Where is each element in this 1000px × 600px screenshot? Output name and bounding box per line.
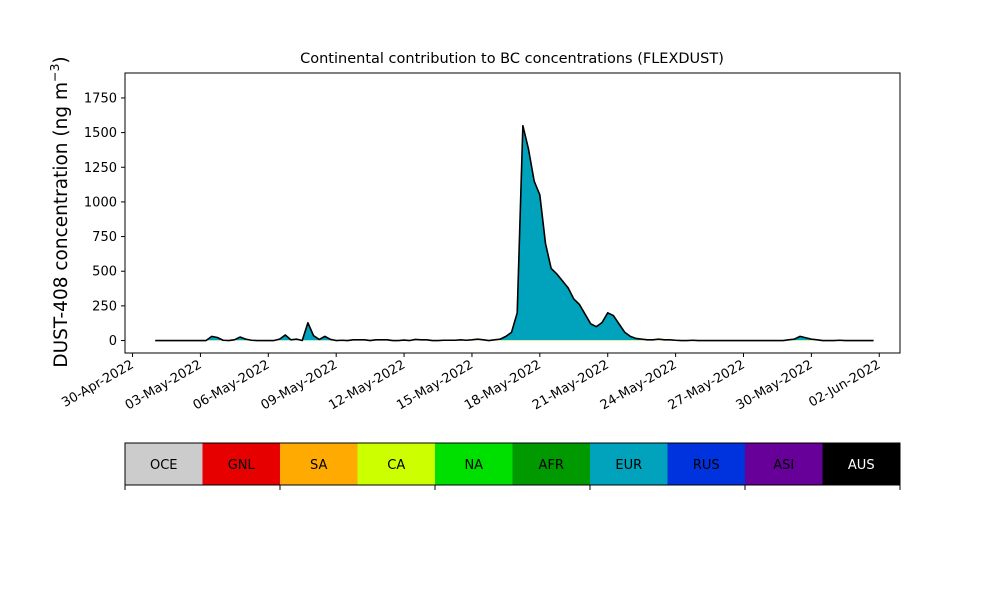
chart-title: Continental contribution to BC concentra… — [300, 51, 724, 67]
colorbar-label: CA — [387, 458, 405, 473]
y-tick-label: 1750 — [84, 91, 117, 106]
colorbar-cell-gnl — [202, 443, 281, 485]
region-colorbar-legend: OCE GNL SA CA NA AFR EUR RUS ASI AUS — [124, 442, 901, 490]
colorbar-label: SA — [310, 458, 327, 473]
y-tick-label: 1250 — [84, 161, 117, 176]
y-tick-label: 250 — [92, 299, 117, 314]
y-tick-label: 1500 — [84, 126, 117, 141]
y-axis-label: DUST-408 concentration (ng m−3) — [47, 56, 72, 367]
stacked-areas — [155, 125, 874, 341]
colorbar-cell-sa — [280, 443, 358, 485]
plot-frame — [124, 72, 901, 354]
colorbar-cell-aus — [822, 443, 901, 485]
colorbar-label: AUS — [848, 458, 875, 473]
colorbar-label: EUR — [615, 458, 642, 473]
x-axis: 30-Apr-202203-May-202206-May-202209-May-… — [59, 353, 883, 413]
y-axis: 0 250 500 750 1000 1250 1500 1750 — [84, 91, 125, 349]
y-axis-label-main: DUST-408 concentration (ng m — [51, 82, 72, 368]
total-concentration-line — [155, 124, 874, 342]
colorbar-label: GNL — [228, 458, 256, 473]
y-axis-label-close: ) — [51, 56, 72, 63]
y-tick-label: 1000 — [84, 195, 117, 210]
colorbar-label: ASI — [773, 458, 794, 473]
y-tick-label: 750 — [92, 230, 117, 245]
colorbar-label: RUS — [693, 458, 720, 473]
colorbar-label: NA — [464, 458, 483, 473]
colorbar-cell-eur — [590, 443, 668, 485]
colorbar-cell-ca — [357, 443, 436, 485]
colorbar-cell-oce — [125, 443, 203, 485]
colorbar-frame — [124, 442, 901, 486]
colorbar-cell-rus — [667, 443, 746, 485]
y-tick-label: 500 — [92, 265, 117, 280]
colorbar-label: OCE — [150, 458, 178, 473]
x-tick-label: 30-May-2022 — [734, 357, 816, 413]
y-axis-label-exponent: −3 — [47, 64, 62, 82]
area-eur-main — [155, 125, 874, 341]
colorbar-cell-afr — [512, 443, 591, 485]
colorbar-label: AFR — [539, 458, 564, 473]
x-tick-label: 02-Jun-2022 — [806, 357, 883, 410]
colorbar-cell-na — [435, 443, 513, 485]
colorbar-cell-asi — [745, 443, 823, 485]
y-tick-label: 0 — [109, 334, 117, 349]
